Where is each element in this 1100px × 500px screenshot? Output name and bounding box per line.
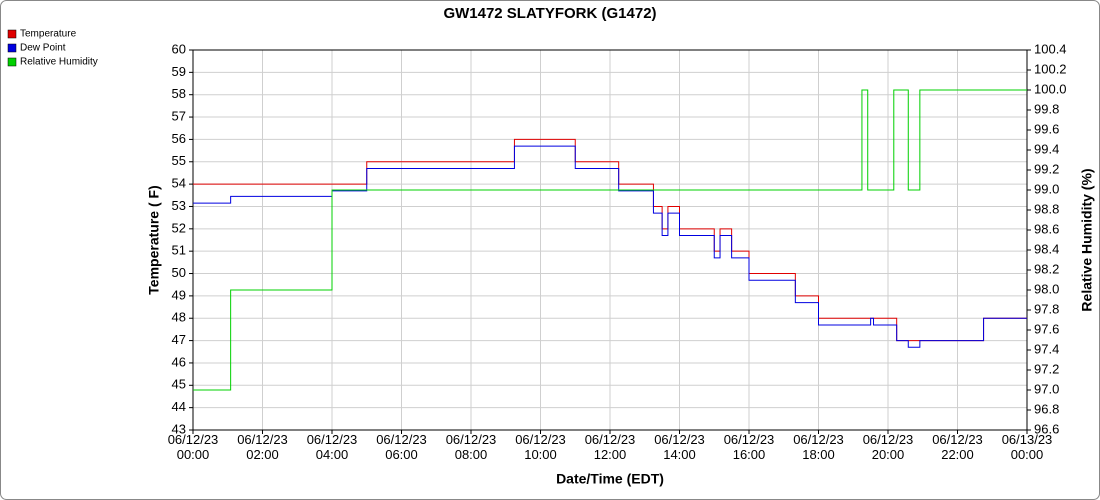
x-tick-label: 06/12/23 22:00 [932, 432, 983, 462]
legend-label: Temperature [20, 29, 77, 40]
x-tick-label: 06/12/23 12:00 [585, 432, 636, 462]
y2-tick-label: 99.8 [1034, 101, 1059, 116]
y2-tick-label: 97.6 [1034, 321, 1059, 336]
y2-tick-label: 98.6 [1034, 221, 1059, 236]
x-tick-label: 06/12/23 18:00 [793, 432, 844, 462]
chart-title: GW1472 SLATYFORK (G1472) [443, 5, 656, 22]
y-tick-label: 48 [172, 310, 186, 325]
x-tick-label: 06/12/23 06:00 [376, 432, 427, 462]
y-tick-label: 55 [172, 153, 186, 168]
y2-tick-label: 98.8 [1034, 201, 1059, 216]
y-axis-label: Temperature ( F) [146, 185, 162, 294]
x-tick-label: 06/12/23 08:00 [446, 432, 497, 462]
y2-tick-label: 97.4 [1034, 341, 1059, 356]
x-tick-label: 06/12/23 04:00 [307, 432, 358, 462]
y2-tick-label: 97.8 [1034, 301, 1059, 316]
x-axis-label: Date/Time (EDT) [556, 471, 664, 487]
series-line [193, 89, 1027, 391]
y2-tick-label: 97.2 [1034, 361, 1059, 376]
y-tick-label: 45 [172, 377, 186, 392]
x-tick-label: 06/12/23 14:00 [654, 432, 705, 462]
y-tick-label: 54 [172, 176, 186, 191]
y-tick-label: 57 [172, 108, 186, 123]
x-tick-label: 06/13/23 00:00 [1002, 432, 1053, 462]
y2-tick-label: 99.0 [1034, 181, 1059, 196]
x-tick-label: 06/12/23 20:00 [863, 432, 914, 462]
y-tick-label: 44 [172, 399, 186, 414]
y2-tick-label: 98.4 [1034, 241, 1059, 256]
plot-border [192, 49, 1028, 431]
y2-tick-label: 99.2 [1034, 161, 1059, 176]
y2-tick-label: 98.2 [1034, 261, 1059, 276]
x-tick-label: 06/12/23 16:00 [724, 432, 775, 462]
y-tick-label: 49 [172, 287, 186, 302]
y2-tick-label: 96.8 [1034, 401, 1059, 416]
y2-tick-label: 99.4 [1034, 141, 1059, 156]
y2-tick-label: 98.0 [1034, 281, 1059, 296]
legend-swatch [7, 29, 17, 39]
y-tick-label: 50 [172, 265, 186, 280]
x-tick-label: 06/12/23 02:00 [237, 432, 288, 462]
x-tick-label: 06/12/23 10:00 [515, 432, 566, 462]
y-tick-label: 52 [172, 220, 186, 235]
y2-tick-label: 96.6 [1034, 421, 1059, 436]
y-tick-label: 58 [172, 86, 186, 101]
y-tick-label: 43 [172, 421, 186, 436]
y-tick-label: 59 [172, 64, 186, 79]
x-tick-label: 06/12/23 00:00 [168, 432, 219, 462]
y2-tick-label: 99.6 [1034, 121, 1059, 136]
y2-tick-label: 100.4 [1034, 41, 1067, 56]
y-tick-label: 56 [172, 131, 186, 146]
y-tick-label: 53 [172, 198, 186, 213]
legend-swatch [7, 43, 17, 53]
y-tick-label: 47 [172, 332, 186, 347]
y2-tick-label: 97.0 [1034, 381, 1059, 396]
y-tick-label: 60 [172, 41, 186, 56]
series-line [193, 145, 1027, 348]
y-tick-label: 46 [172, 354, 186, 369]
y2-axis-label: Relative Humidity (%) [1079, 168, 1095, 311]
legend-label: Relative Humidity [20, 57, 98, 68]
y2-tick-label: 100.2 [1034, 61, 1067, 76]
y-tick-label: 51 [172, 243, 186, 258]
legend-swatch [7, 57, 17, 67]
legend-label: Dew Point [20, 43, 66, 54]
legend: Temperature Dew Point Relative Humidity [7, 29, 98, 68]
y2-tick-label: 100.0 [1034, 81, 1067, 96]
